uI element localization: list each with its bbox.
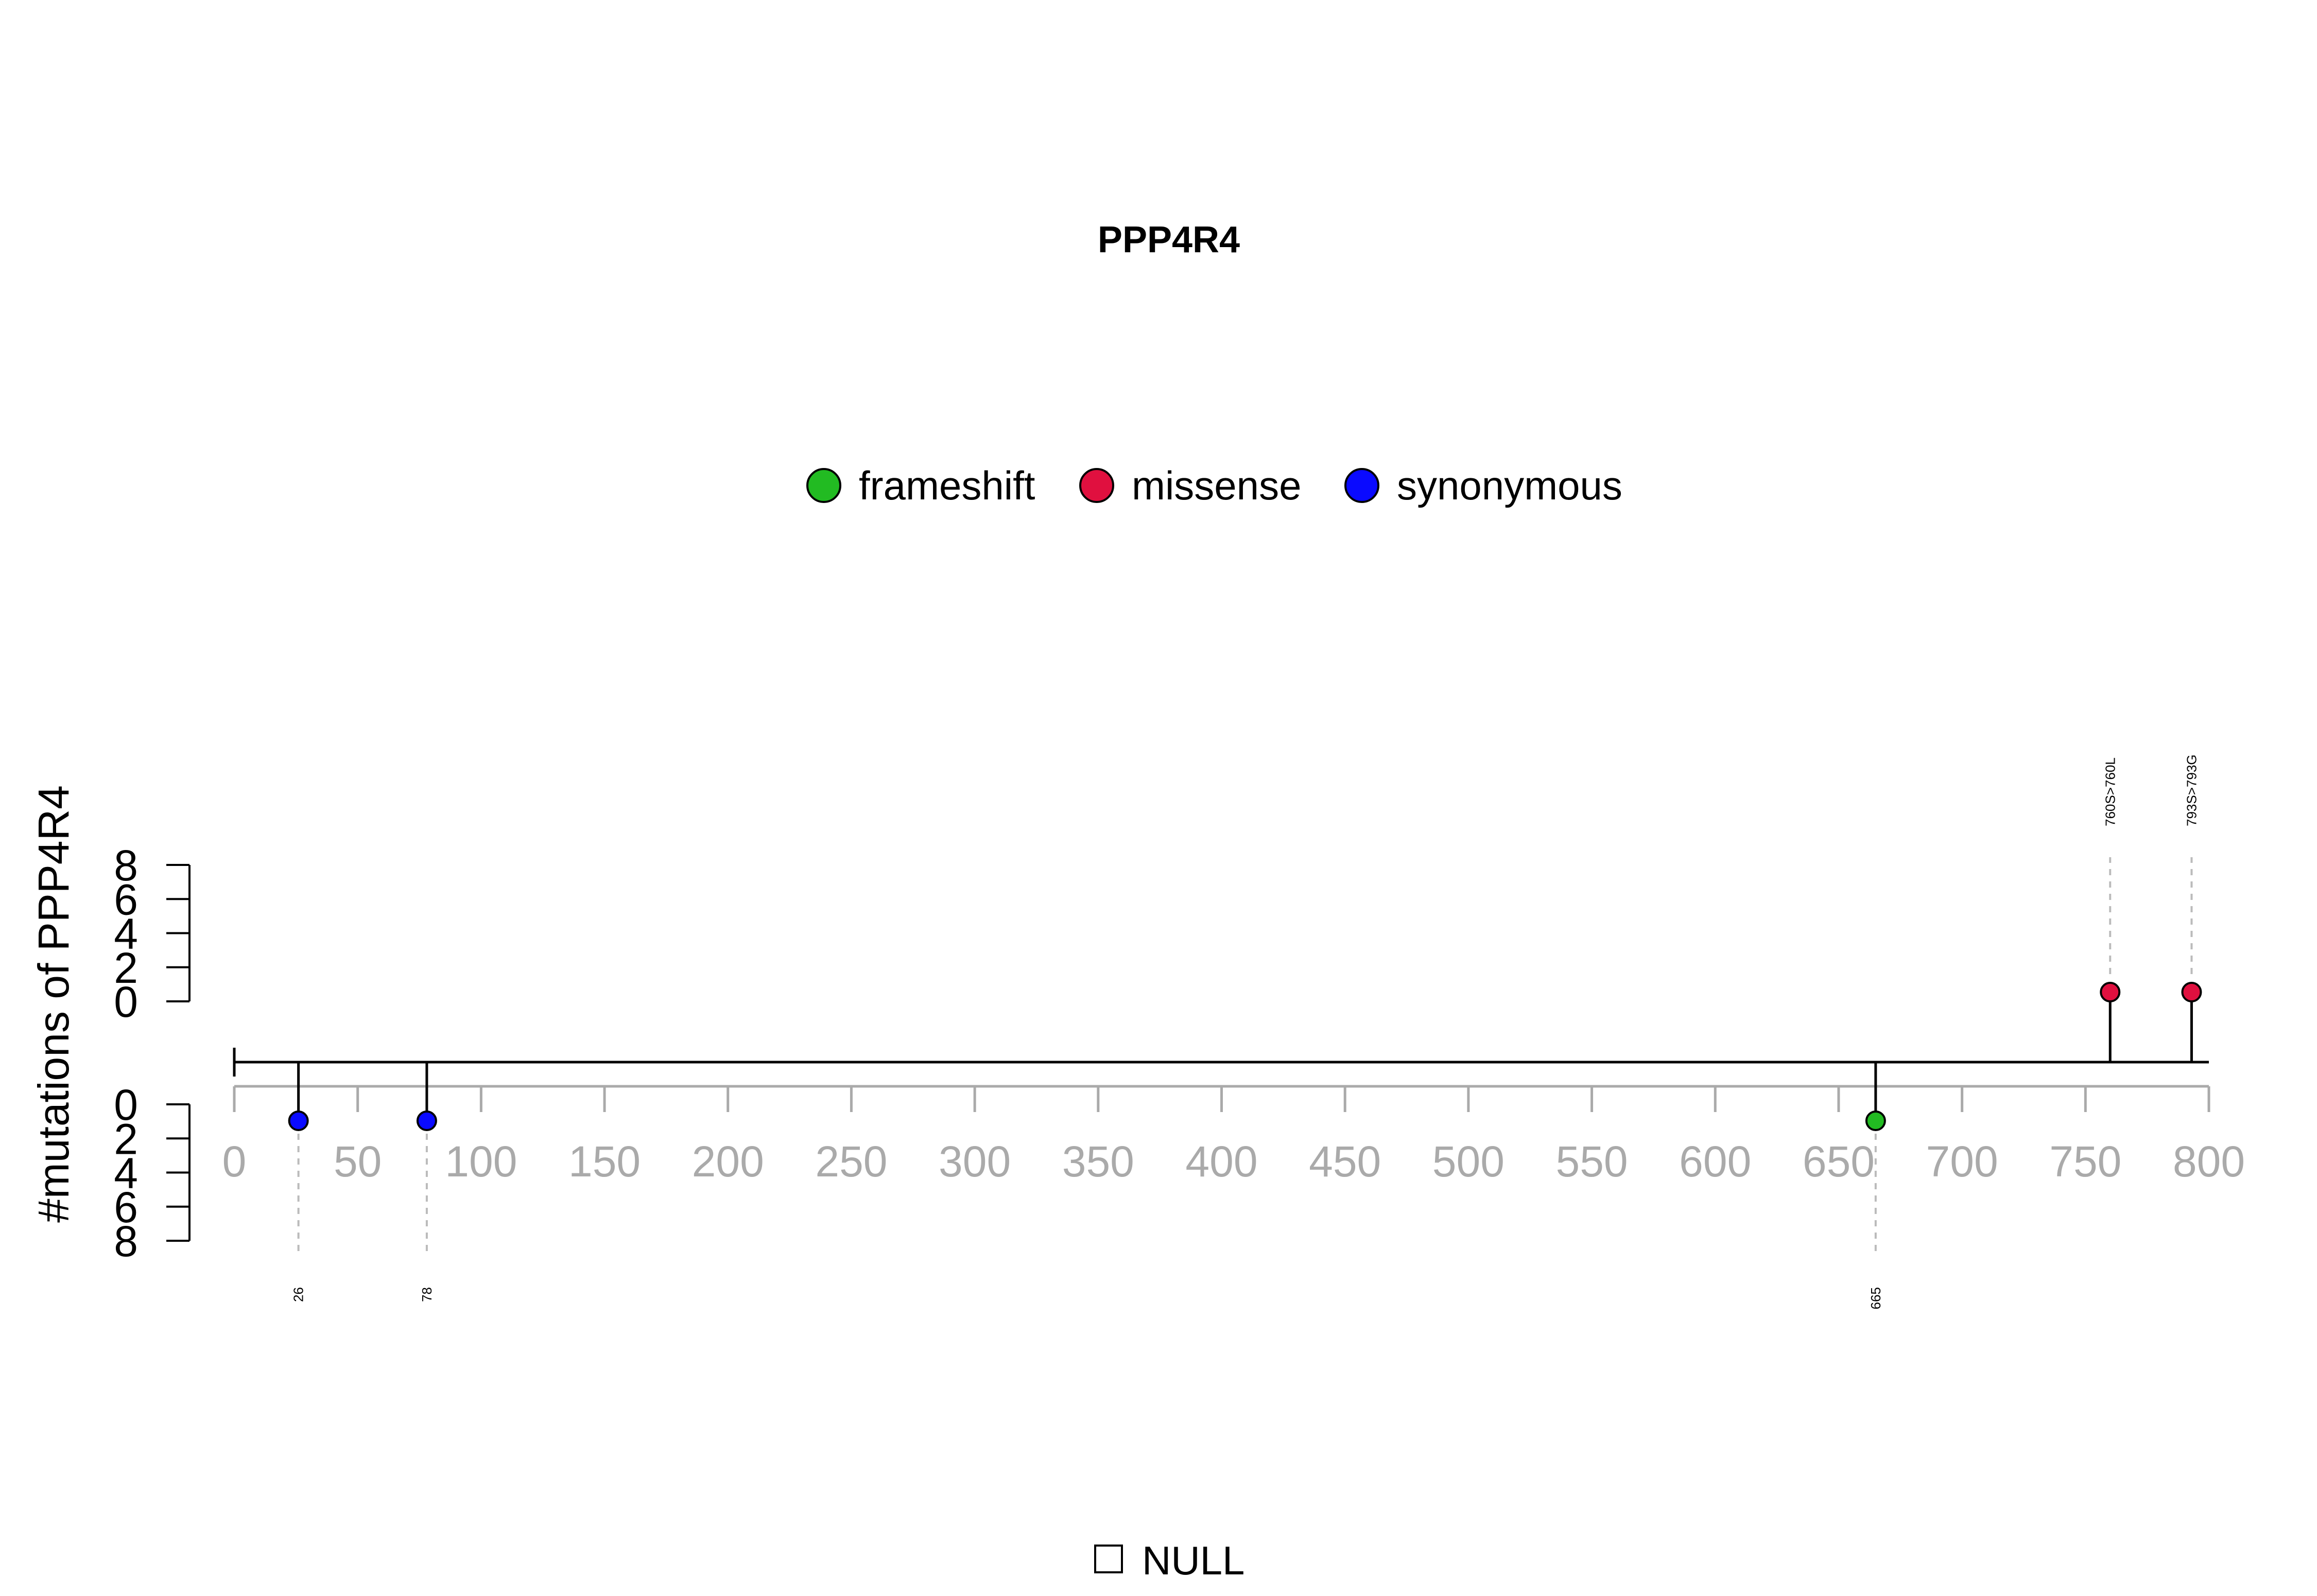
x-tick-label-50: 50 bbox=[334, 1137, 382, 1186]
mutation-label-760: 760S>760L bbox=[2102, 757, 2118, 826]
x-tick-label-0: 0 bbox=[222, 1137, 247, 1186]
legend-synonymous-label: synonymous bbox=[1397, 463, 1622, 508]
x-tick-label-600: 600 bbox=[1679, 1137, 1751, 1186]
x-tick-label-100: 100 bbox=[445, 1137, 517, 1186]
y-lower-tick-label-6: 6 bbox=[114, 1183, 138, 1231]
y-upper-tick-label-0: 0 bbox=[114, 978, 138, 1026]
domain-legend: NULL bbox=[1094, 1538, 1244, 1583]
lollipop-stems bbox=[297, 857, 2193, 1256]
x-tick-label-200: 200 bbox=[692, 1137, 764, 1186]
mutation-annotations: 26 78 665 760S>760L 793S>793G bbox=[291, 754, 2200, 1309]
legend-missense-label: missense bbox=[1132, 463, 1301, 508]
x-tick-label-250: 250 bbox=[815, 1137, 887, 1186]
x-tick-label-400: 400 bbox=[1185, 1137, 1257, 1186]
mutation-label-793: 793S>793G bbox=[2184, 754, 2199, 826]
x-tick-label-700: 700 bbox=[1926, 1137, 1998, 1186]
legend-frameshift-label: frameshift bbox=[859, 463, 1035, 508]
y-upper-tick-label-4: 4 bbox=[114, 910, 138, 958]
y-upper-tick-label-2: 2 bbox=[114, 944, 138, 992]
mutation-point-665 bbox=[1865, 1111, 1886, 1131]
x-tick-label-150: 150 bbox=[568, 1137, 641, 1186]
x-tick-label-750: 750 bbox=[2049, 1137, 2121, 1186]
legend-missense-swatch bbox=[1079, 468, 1114, 503]
mutation-point-793 bbox=[2181, 982, 2202, 1002]
mutation-point-26 bbox=[288, 1111, 309, 1131]
y-lower-tick-label-2: 2 bbox=[114, 1115, 138, 1163]
y-upper-tick-label-8: 8 bbox=[114, 841, 138, 890]
legend-synonymous-swatch bbox=[1344, 468, 1379, 503]
domain-legend-label: NULL bbox=[1142, 1538, 1244, 1583]
y-axis-label: #mutations of PPP4R4 bbox=[29, 785, 78, 1223]
x-tick-label-800: 800 bbox=[2173, 1137, 2245, 1186]
x-tick-label-300: 300 bbox=[939, 1137, 1011, 1186]
lollipop-heads bbox=[288, 982, 2202, 1131]
x-tick-label-550: 550 bbox=[1555, 1137, 1628, 1186]
legend: frameshift missense synonymous bbox=[806, 463, 1622, 508]
x-tick-label-500: 500 bbox=[1432, 1137, 1505, 1186]
x-tick-label-650: 650 bbox=[1803, 1137, 1875, 1186]
domain-legend-swatch bbox=[1094, 1545, 1123, 1573]
mutation-label-26: 26 bbox=[291, 1287, 306, 1302]
legend-frameshift-swatch bbox=[806, 468, 841, 503]
x-tick-label-450: 450 bbox=[1309, 1137, 1381, 1186]
chart-title: PPP4R4 bbox=[1098, 219, 1240, 261]
y-lower-tick-label-4: 4 bbox=[114, 1149, 138, 1198]
y-upper-tick-label-6: 6 bbox=[114, 875, 138, 924]
mutation-label-665: 665 bbox=[1868, 1287, 1883, 1309]
x-tick-label-350: 350 bbox=[1062, 1137, 1134, 1186]
mutation-label-78: 78 bbox=[419, 1287, 435, 1302]
y-lower-tick-label-8: 8 bbox=[114, 1217, 138, 1265]
x-axis: 0 50 100 150 200 250 300 350 400 450 500 550 600 650 7… bbox=[222, 1085, 2245, 1186]
mutation-point-760 bbox=[2100, 982, 2121, 1002]
y-lower-tick-label-0: 0 bbox=[114, 1081, 138, 1129]
mutation-point-78 bbox=[416, 1111, 437, 1131]
